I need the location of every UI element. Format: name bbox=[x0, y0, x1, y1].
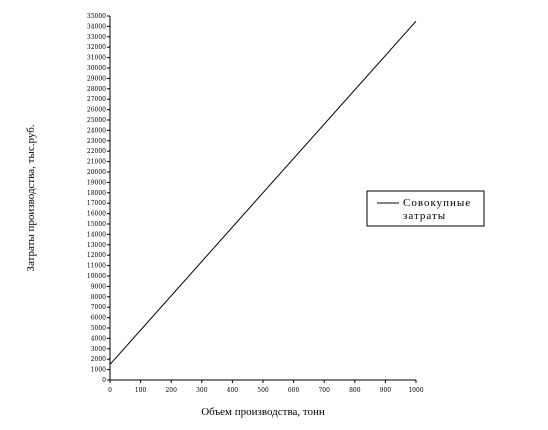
y-tick-label: 23000 bbox=[87, 138, 106, 145]
x-tick-label: 100 bbox=[135, 387, 147, 394]
y-tick-label: 7000 bbox=[91, 304, 106, 311]
y-tick-label: 35000 bbox=[87, 13, 106, 20]
y-tick-label: 6000 bbox=[91, 315, 106, 322]
y-tick-label: 29000 bbox=[87, 75, 106, 82]
y-ticks: 0 1000 2000 3000 4000 5000 6000 7000 8000 9000 100… bbox=[87, 13, 110, 384]
series-line-total-costs bbox=[109, 20, 417, 365]
x-tick-label: 300 bbox=[196, 387, 208, 394]
x-tick-label: 600 bbox=[288, 387, 300, 394]
y-tick-label: 33000 bbox=[87, 34, 106, 41]
y-tick-label: 14000 bbox=[87, 231, 106, 238]
y-tick-label: 25000 bbox=[87, 117, 106, 124]
y-tick-label: 17000 bbox=[87, 200, 106, 207]
y-tick-label: 12000 bbox=[87, 252, 106, 259]
y-tick-label: 9000 bbox=[91, 283, 106, 290]
x-tick-label: 500 bbox=[257, 387, 269, 394]
y-axis-title: Затраты производства, тыс.руб. bbox=[25, 124, 37, 271]
y-tick-label: 11000 bbox=[87, 263, 106, 270]
x-tick-label: 800 bbox=[349, 387, 361, 394]
y-tick-label: 15000 bbox=[87, 221, 106, 228]
y-tick-label: 16000 bbox=[87, 211, 106, 218]
x-axis-title: Объем производства, тонн bbox=[201, 406, 325, 418]
legend-label-line1: Совокупные bbox=[403, 197, 471, 209]
legend-label-line2: затраты bbox=[403, 210, 446, 222]
y-tick-label: 4000 bbox=[91, 335, 106, 342]
y-tick-label: 13000 bbox=[87, 242, 106, 249]
y-tick-label: 19000 bbox=[87, 179, 106, 186]
x-tick-label: 200 bbox=[165, 387, 177, 394]
y-tick-label: 21000 bbox=[87, 159, 106, 166]
x-tick-label: 0 bbox=[108, 387, 112, 394]
x-tick-label: 900 bbox=[380, 387, 392, 394]
x-tick-label: 1000 bbox=[408, 387, 423, 394]
legend: Совокупные затраты bbox=[366, 190, 485, 227]
y-tick-label: 28000 bbox=[87, 86, 106, 93]
legend-box bbox=[366, 190, 485, 227]
y-tick-label: 31000 bbox=[87, 55, 106, 62]
x-tick-label: 400 bbox=[227, 387, 239, 394]
x-ticks: 0 100 200 300 400 500 600 700 800 900 1000 bbox=[108, 380, 424, 394]
series-group bbox=[109, 20, 417, 365]
y-tick-label: 2000 bbox=[91, 356, 106, 363]
y-tick-label: 22000 bbox=[87, 148, 106, 155]
x-tick-label: 700 bbox=[318, 387, 330, 394]
y-tick-label: 5000 bbox=[91, 325, 106, 332]
y-tick-label: 30000 bbox=[87, 65, 106, 72]
y-tick-label: 8000 bbox=[91, 294, 106, 301]
y-tick-label: 1000 bbox=[91, 367, 106, 374]
y-tick-label: 18000 bbox=[87, 190, 106, 197]
y-tick-label: 10000 bbox=[87, 273, 106, 280]
y-tick-label: 3000 bbox=[91, 346, 106, 353]
y-tick-label: 0 bbox=[102, 377, 106, 384]
y-tick-label: 32000 bbox=[87, 44, 106, 51]
y-tick-label: 34000 bbox=[87, 23, 106, 30]
y-tick-label: 24000 bbox=[87, 127, 106, 134]
y-tick-label: 20000 bbox=[87, 169, 106, 176]
y-tick-label: 26000 bbox=[87, 107, 106, 114]
y-tick-label: 27000 bbox=[87, 96, 106, 103]
